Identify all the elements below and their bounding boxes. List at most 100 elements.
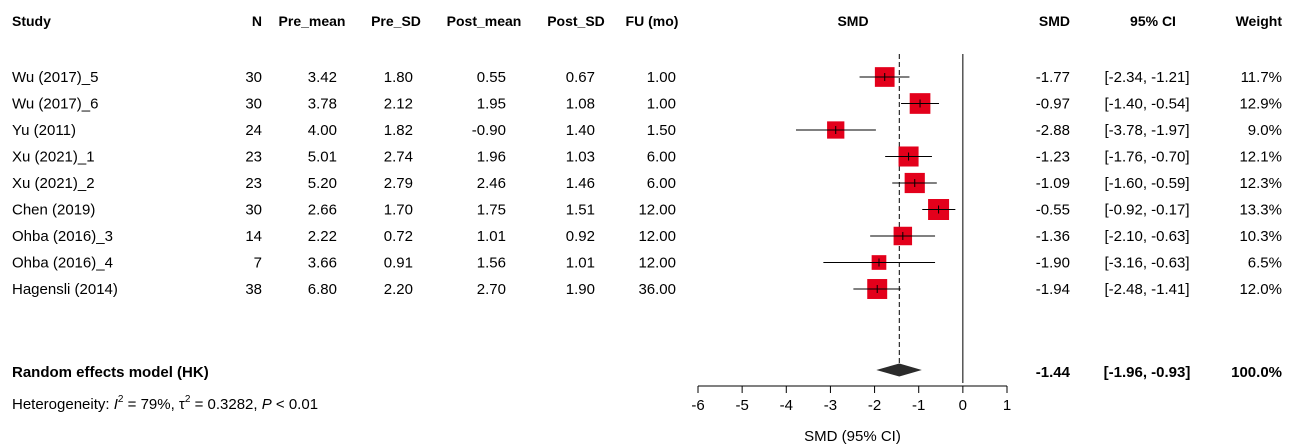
cell-post-mean: 1.01 bbox=[477, 228, 506, 245]
x-tick-label: -6 bbox=[691, 397, 704, 414]
header-fu: FU (mo) bbox=[626, 13, 679, 29]
cell-pre-mean: 4.00 bbox=[308, 122, 337, 139]
cell-ci-text: [-1.40, -0.54] bbox=[1104, 96, 1189, 113]
study-mark bbox=[823, 255, 936, 270]
header-pre-mean: Pre_mean bbox=[279, 13, 346, 29]
cell-ci-text: [-1.60, -0.59] bbox=[1104, 175, 1189, 192]
cell-smd-text: -1.09 bbox=[1036, 175, 1070, 192]
cell-fu: 12.00 bbox=[638, 202, 676, 219]
cell-study: Xu (2021)_1 bbox=[12, 149, 95, 166]
cell-fu: 1.00 bbox=[647, 69, 676, 86]
cell-post-sd: 1.01 bbox=[566, 255, 595, 272]
p-value: < 0.01 bbox=[272, 396, 318, 413]
cell-weight: 6.5% bbox=[1248, 255, 1282, 272]
pooled-label: Random effects model (HK) bbox=[12, 364, 209, 381]
cell-study: Ohba (2016)_3 bbox=[12, 228, 113, 245]
header-plot: SMD bbox=[837, 13, 868, 29]
cell-n: 30 bbox=[245, 202, 262, 219]
x-axis: -6 -5 -4 -3 -2 -1 0 1 bbox=[691, 385, 1011, 414]
cell-fu: 12.00 bbox=[638, 228, 676, 245]
cell-fu: 12.00 bbox=[638, 255, 676, 272]
cell-pre-mean: 3.66 bbox=[308, 255, 337, 272]
table-row: Ohba (2016)_3 14 2.22 0.72 1.01 0.92 12.00 -1.3… bbox=[12, 228, 1282, 245]
cell-n: 38 bbox=[245, 281, 262, 298]
x-tick-label: -5 bbox=[735, 397, 748, 414]
x-tick-label: -4 bbox=[780, 397, 793, 414]
study-mark bbox=[870, 226, 936, 246]
cell-n: 7 bbox=[254, 255, 262, 272]
cell-ci-text: [-3.78, -1.97] bbox=[1104, 122, 1189, 139]
cell-pre-mean: 6.80 bbox=[308, 281, 337, 298]
header-weight: Weight bbox=[1236, 13, 1283, 29]
cell-ci-text: [-1.76, -0.70] bbox=[1104, 149, 1189, 166]
tau2-superscript: 2 bbox=[185, 394, 191, 405]
cell-fu: 6.00 bbox=[647, 175, 676, 192]
cell-pre-sd: 1.82 bbox=[384, 122, 413, 139]
cell-weight: 12.3% bbox=[1239, 175, 1282, 192]
header-smd: SMD bbox=[1039, 13, 1070, 29]
cell-post-mean: 1.75 bbox=[477, 202, 506, 219]
pooled-smd: -1.44 bbox=[1036, 364, 1071, 381]
cell-study: Wu (2017)_5 bbox=[12, 69, 98, 86]
cell-pre-sd: 2.20 bbox=[384, 281, 413, 298]
cell-pre-sd: 0.72 bbox=[384, 228, 413, 245]
cell-fu: 36.00 bbox=[638, 281, 676, 298]
cell-weight: 10.3% bbox=[1239, 228, 1282, 245]
header-row: Study N Pre_mean Pre_SD Post_mean Post_S… bbox=[12, 13, 1282, 29]
cell-weight: 12.9% bbox=[1239, 96, 1282, 113]
table-row: Xu (2021)_2 23 5.20 2.79 2.46 1.46 6.00 -1.09 [-… bbox=[12, 175, 1282, 192]
cell-weight: 12.0% bbox=[1239, 281, 1282, 298]
cell-weight: 13.3% bbox=[1239, 202, 1282, 219]
cell-smd-text: -1.90 bbox=[1036, 255, 1070, 272]
cell-study: Yu (2011) bbox=[12, 122, 76, 139]
cell-pre-mean: 2.66 bbox=[308, 202, 337, 219]
study-mark bbox=[795, 121, 876, 139]
table-row: Hagensli (2014) 38 6.80 2.20 2.70 1.90 36.00 -1… bbox=[12, 281, 1282, 298]
cell-pre-sd: 2.74 bbox=[384, 149, 413, 166]
i2-superscript: 2 bbox=[118, 394, 124, 405]
pooled-weight: 100.0% bbox=[1231, 364, 1282, 381]
cell-weight: 9.0% bbox=[1248, 122, 1282, 139]
study-rows: Wu (2017)_5 30 3.42 1.80 0.55 0.67 1.00 -1.77 [-… bbox=[12, 69, 1282, 298]
cell-ci-text: [-2.48, -1.41] bbox=[1104, 281, 1189, 298]
table-row: Chen (2019) 30 2.66 1.70 1.75 1.51 12.00 -0.55 [… bbox=[12, 202, 1282, 219]
cell-post-sd: 1.90 bbox=[566, 281, 595, 298]
plot-area: -6 -5 -4 -3 -2 -1 0 1 SMD (95% CI) bbox=[691, 54, 1011, 445]
cell-pre-sd: 1.80 bbox=[384, 69, 413, 86]
cell-pre-mean: 3.78 bbox=[308, 96, 337, 113]
cell-pre-sd: 0.91 bbox=[384, 255, 413, 272]
x-tick-label: 0 bbox=[959, 397, 967, 414]
cell-study: Ohba (2016)_4 bbox=[12, 255, 113, 272]
cell-post-sd: 0.92 bbox=[566, 228, 595, 245]
cell-ci-text: [-2.10, -0.63] bbox=[1104, 228, 1189, 245]
cell-n: 23 bbox=[245, 149, 262, 166]
study-mark bbox=[853, 279, 901, 299]
table-row: Ohba (2016)_4 7 3.66 0.91 1.56 1.01 12.00 -1.90… bbox=[12, 255, 1282, 272]
x-axis-label: SMD (95% CI) bbox=[804, 428, 901, 445]
cell-post-sd: 0.67 bbox=[566, 69, 595, 86]
cell-smd-text: -1.23 bbox=[1036, 149, 1070, 166]
cell-pre-mean: 5.01 bbox=[308, 149, 337, 166]
cell-weight: 12.1% bbox=[1239, 149, 1282, 166]
tau2-symbol: τ bbox=[179, 396, 185, 413]
cell-pre-mean: 5.20 bbox=[308, 175, 337, 192]
cell-study: Wu (2017)_6 bbox=[12, 96, 98, 113]
study-mark bbox=[885, 146, 932, 167]
cell-study: Xu (2021)_2 bbox=[12, 175, 95, 192]
cell-ci-text: [-2.34, -1.21] bbox=[1104, 69, 1189, 86]
cell-post-mean: 2.70 bbox=[477, 281, 506, 298]
cell-n: 24 bbox=[245, 122, 262, 139]
study-mark bbox=[859, 67, 910, 87]
cell-study: Chen (2019) bbox=[12, 202, 95, 219]
cell-n: 23 bbox=[245, 175, 262, 192]
cell-smd-text: -0.55 bbox=[1036, 202, 1070, 219]
x-tick-label: -2 bbox=[868, 397, 881, 414]
table-row: Yu (2011) 24 4.00 1.82 -0.90 1.40 1.50 -2.88 [-3… bbox=[12, 122, 1282, 139]
header-study: Study bbox=[12, 13, 51, 29]
cell-fu: 1.50 bbox=[647, 122, 676, 139]
cell-post-sd: 1.08 bbox=[566, 96, 595, 113]
cell-post-mean: 0.55 bbox=[477, 69, 506, 86]
table-row: Wu (2017)_5 30 3.42 1.80 0.55 0.67 1.00 -1.77 [-… bbox=[12, 69, 1282, 86]
cell-post-mean: 1.95 bbox=[477, 96, 506, 113]
cell-weight: 11.7% bbox=[1241, 69, 1282, 86]
